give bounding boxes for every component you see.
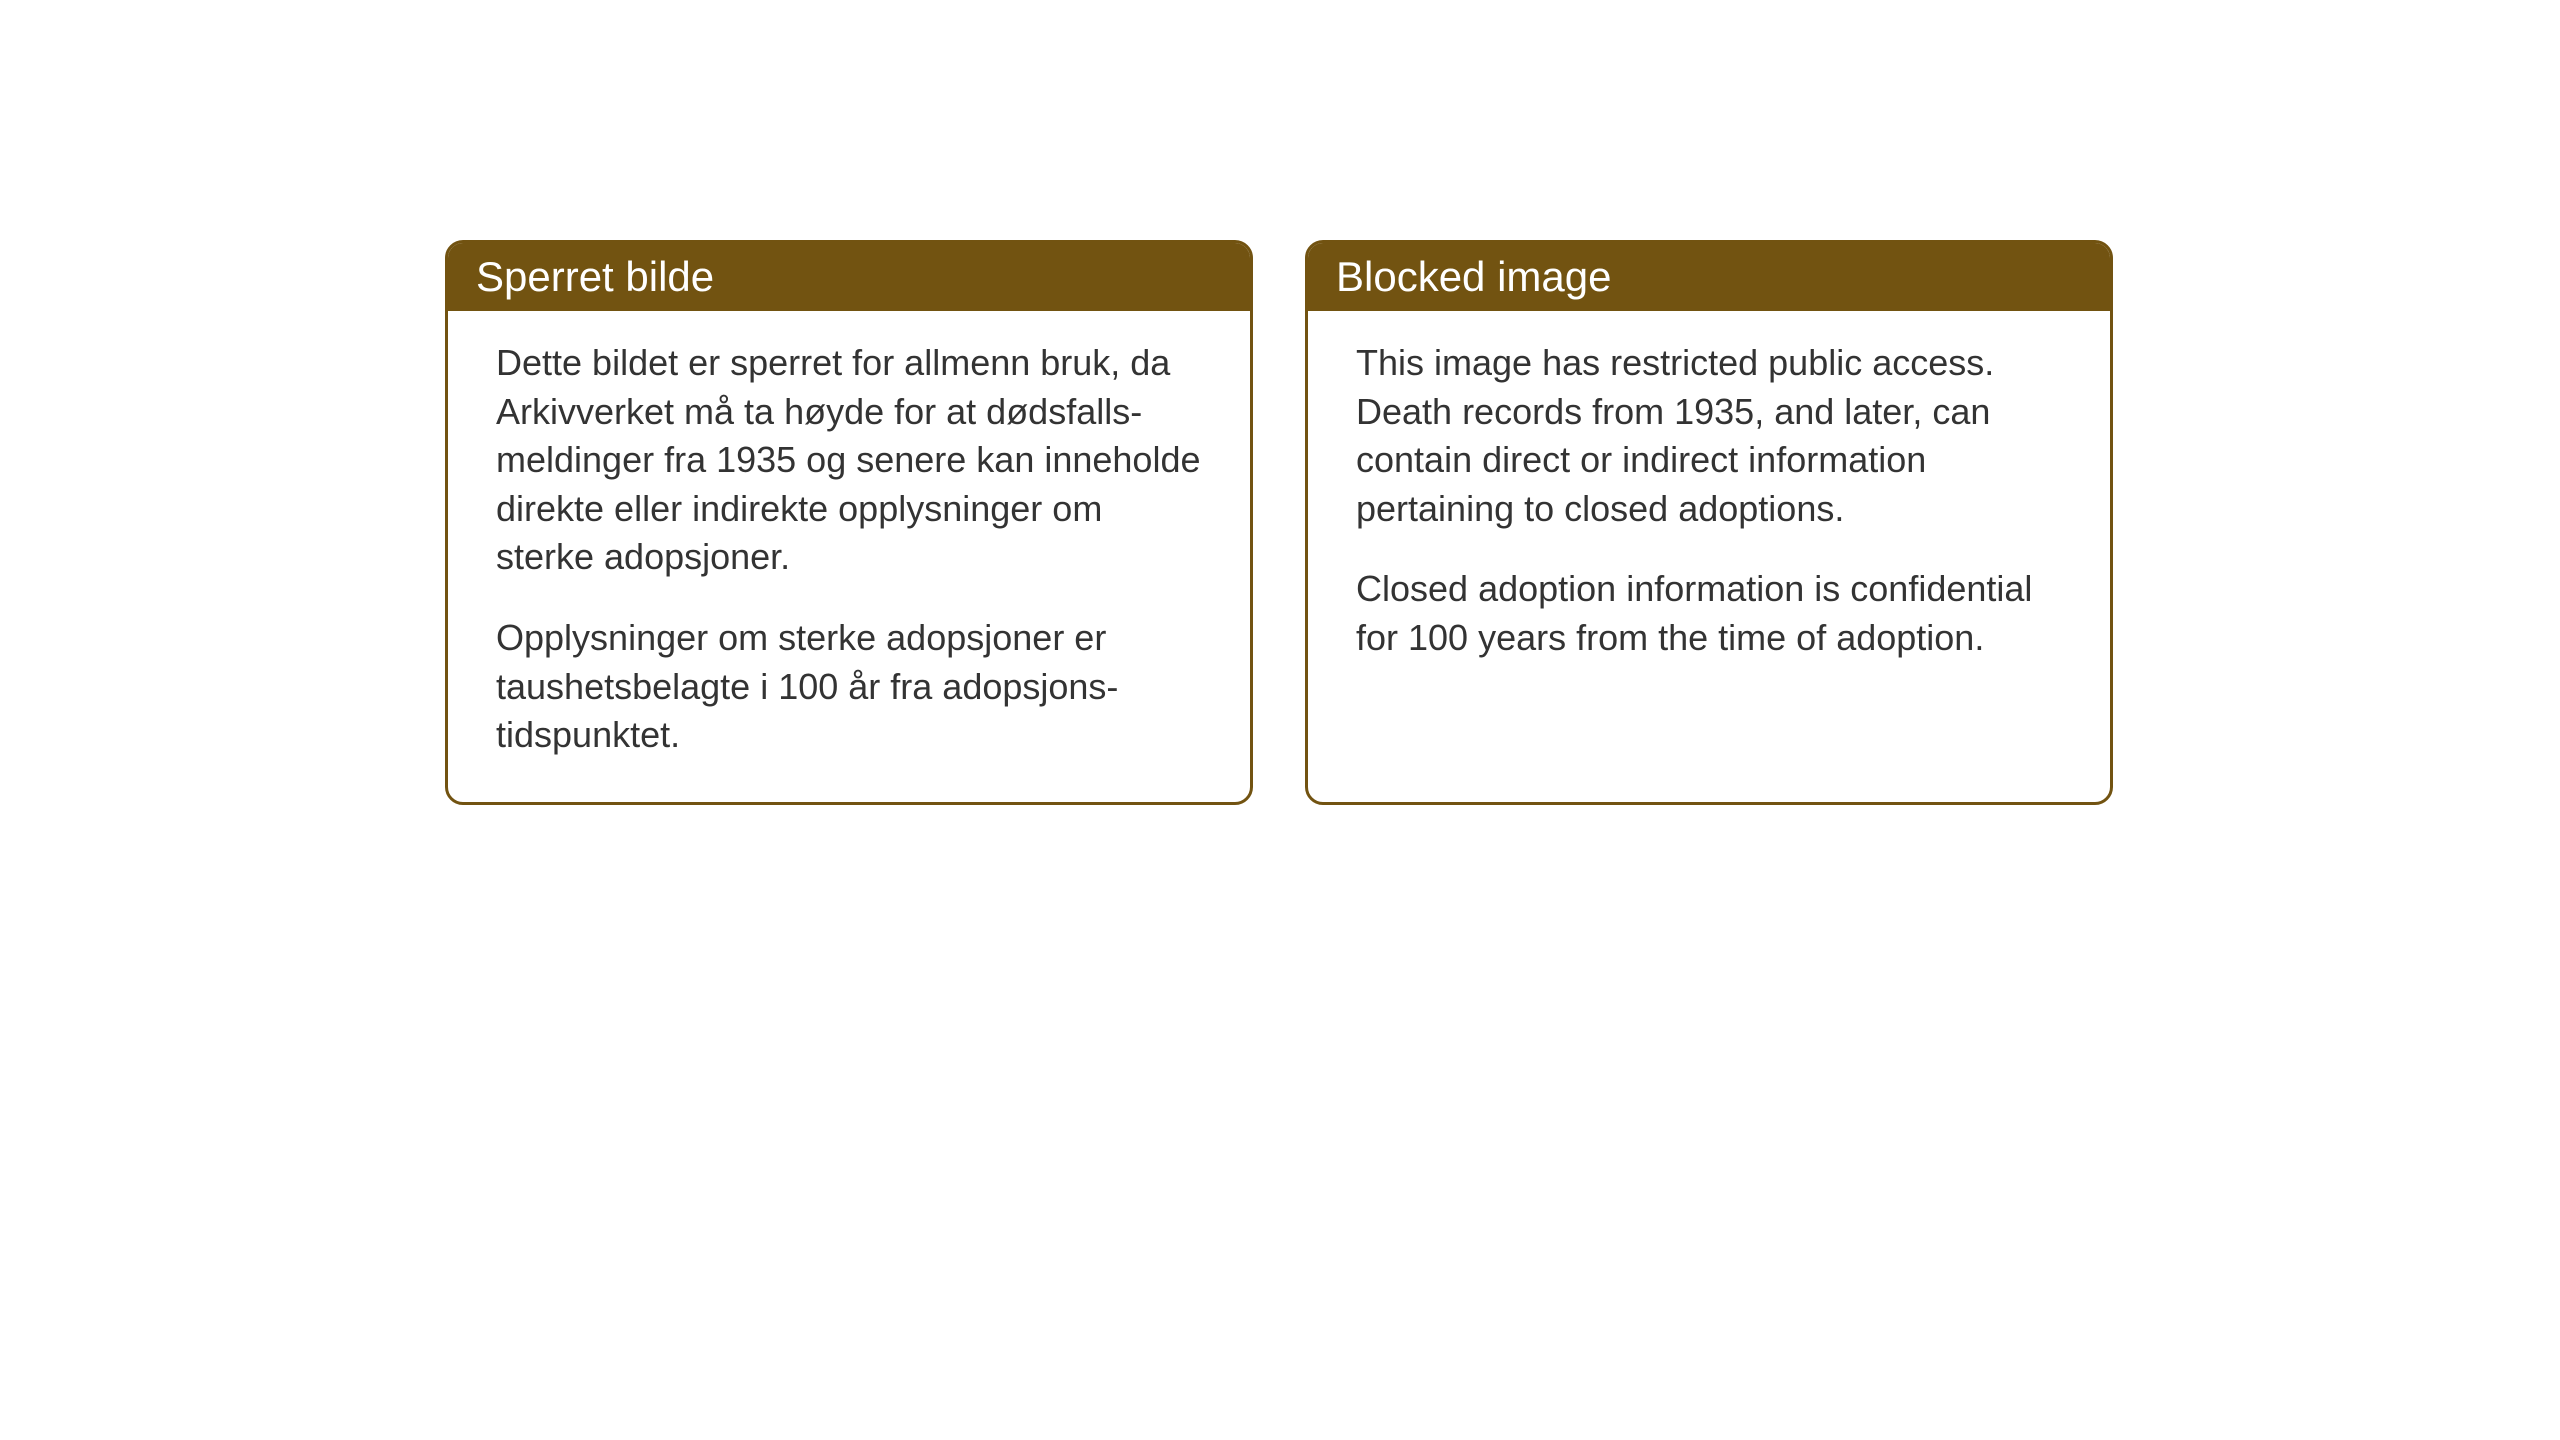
card-body-english: This image has restricted public access.… [1308, 311, 2110, 705]
paragraph-1-norwegian: Dette bildet er sperret for allmenn bruk… [496, 339, 1202, 582]
paragraph-2-english: Closed adoption information is confident… [1356, 565, 2062, 662]
paragraph-2-norwegian: Opplysninger om sterke adopsjoner er tau… [496, 614, 1202, 760]
card-title-english: Blocked image [1336, 253, 1611, 300]
notice-container: Sperret bilde Dette bildet er sperret fo… [445, 240, 2113, 805]
card-header-english: Blocked image [1308, 243, 2110, 311]
card-title-norwegian: Sperret bilde [476, 253, 714, 300]
card-header-norwegian: Sperret bilde [448, 243, 1250, 311]
notice-card-norwegian: Sperret bilde Dette bildet er sperret fo… [445, 240, 1253, 805]
notice-card-english: Blocked image This image has restricted … [1305, 240, 2113, 805]
paragraph-1-english: This image has restricted public access.… [1356, 339, 2062, 533]
card-body-norwegian: Dette bildet er sperret for allmenn bruk… [448, 311, 1250, 802]
